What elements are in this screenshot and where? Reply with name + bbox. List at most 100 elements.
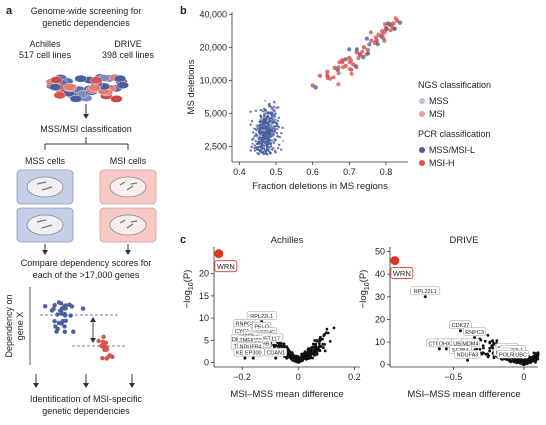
msi-point (382, 38, 387, 43)
mss-point (255, 146, 259, 149)
achilles-gene-point (317, 342, 321, 345)
panel-c: c Achilles 0 5 10 15 20 −0.2 0 0.2 MSI–MSS mean d… (180, 234, 540, 400)
difference-arrow-down (90, 338, 96, 343)
mss-point (277, 116, 280, 120)
b-x-tick-label: 0.4 (233, 167, 246, 177)
mss-point (260, 142, 263, 145)
mss-point (252, 131, 255, 134)
drive-gene-point (480, 351, 483, 355)
drive-gene-label: CDK27 (452, 323, 470, 329)
achilles-gene-point (323, 333, 326, 336)
mss-point (268, 104, 271, 108)
svg-text:gene X: gene X (15, 312, 25, 341)
mss-dependency-dot (62, 311, 67, 317)
legend-msi-swatch (419, 111, 425, 117)
mss-point (262, 123, 265, 127)
achilles-wrn-point (214, 249, 224, 259)
mss-point (276, 135, 279, 138)
msi-point (336, 65, 341, 70)
mss-point (259, 130, 262, 133)
legend-pcr-title: PCR classification (418, 129, 491, 139)
mss-point (264, 142, 267, 146)
achilles-gene-point (294, 358, 297, 362)
drive-gene-point (504, 358, 508, 361)
mss-point (272, 117, 276, 120)
msi-point-mssl (361, 54, 366, 60)
ident-line1: Identification of MSI-specific (30, 394, 143, 404)
mss-point (256, 148, 259, 151)
mss-point (254, 140, 257, 143)
mss-dependency-dot (56, 320, 62, 326)
mss-point (263, 117, 266, 120)
msi-dependency-dot (101, 341, 106, 346)
achilles-gene-point (304, 354, 308, 358)
msi-point (325, 69, 330, 74)
b-x-axis-label: Fraction deletions in MS regions (252, 181, 388, 192)
msi-point (368, 30, 373, 35)
drive-gene-point (525, 361, 528, 364)
achilles-gene-point (303, 350, 307, 354)
msi-point (336, 82, 341, 87)
mss-point (260, 150, 263, 153)
mss-point (259, 120, 262, 123)
mss-point (269, 111, 273, 114)
mss-point (282, 139, 285, 143)
mss-point (262, 153, 265, 156)
mss-point (273, 125, 276, 128)
mss-dependency-dot (69, 304, 75, 309)
drive-gene-label: UBA2 (453, 341, 467, 347)
drive-gene-point (486, 333, 490, 337)
achilles-gene-point (299, 358, 303, 362)
msi-cell-box-top (99, 169, 157, 205)
cell-line (88, 84, 101, 92)
screen2-name: DRIVE (114, 39, 142, 49)
mss-point (249, 123, 252, 126)
mss-point (272, 120, 275, 123)
mss-point (271, 129, 274, 132)
msi-dependency-dot (103, 347, 109, 353)
drive-gene-point (532, 351, 536, 355)
drive-gene-label: POLR3A (499, 353, 521, 359)
mss-point (262, 140, 265, 144)
msi-point (361, 45, 367, 50)
achilles-gene-point (313, 339, 317, 342)
mss-point (265, 135, 268, 139)
mss-point (264, 133, 268, 137)
screen2-count: 398 cell lines (102, 50, 155, 60)
drive-labeled-point (473, 336, 477, 340)
mss-cell-box-top (16, 169, 74, 205)
mss-point (275, 128, 278, 131)
drive-gene-point (528, 360, 532, 364)
achilles-gene-point (282, 344, 286, 348)
achilles-gene-point (323, 349, 327, 353)
achilles-y-tick-label: 15 (199, 291, 209, 301)
cell-line (69, 95, 83, 103)
achilles-gene-point (328, 340, 332, 343)
msi-point (364, 36, 369, 41)
msi-cell-box-bottom (99, 207, 157, 243)
msi-point (369, 38, 374, 43)
msi-point (393, 16, 398, 21)
mss-dependency-dot (51, 306, 56, 311)
b-y-tick-label: 5,000 (204, 108, 227, 118)
mss-point (257, 140, 261, 144)
achilles-y-tick-label: 10 (199, 313, 209, 323)
achilles-y-tick-label: 0 (204, 358, 209, 368)
drive-gene-point (488, 346, 492, 350)
mss-point (268, 142, 272, 145)
drive-labeled-point (466, 358, 470, 362)
panel-a-title-line1: Genome-wide screening for (31, 6, 142, 16)
panel-b-scatter: 0.4 0.5 0.6 0.7 0.8 2,500 5,000 10,000 20,000 40,… (186, 9, 408, 192)
drive-gene-point (481, 344, 485, 347)
mss-point (250, 120, 254, 123)
achilles-x-tick-label: 0.2 (348, 372, 361, 382)
mss-point (270, 115, 274, 118)
b-x-tick-label: 0.8 (380, 167, 393, 177)
mss-point (275, 106, 278, 110)
msi-cells-label: MSI cells (110, 156, 147, 166)
achilles-gene-point (277, 345, 281, 349)
drive-gene-point (482, 351, 486, 355)
compare-line2: each of the >17,000 genes (33, 270, 140, 280)
achilles-y-axis-label: −log10(P) (182, 270, 195, 309)
mss-point (264, 111, 267, 114)
